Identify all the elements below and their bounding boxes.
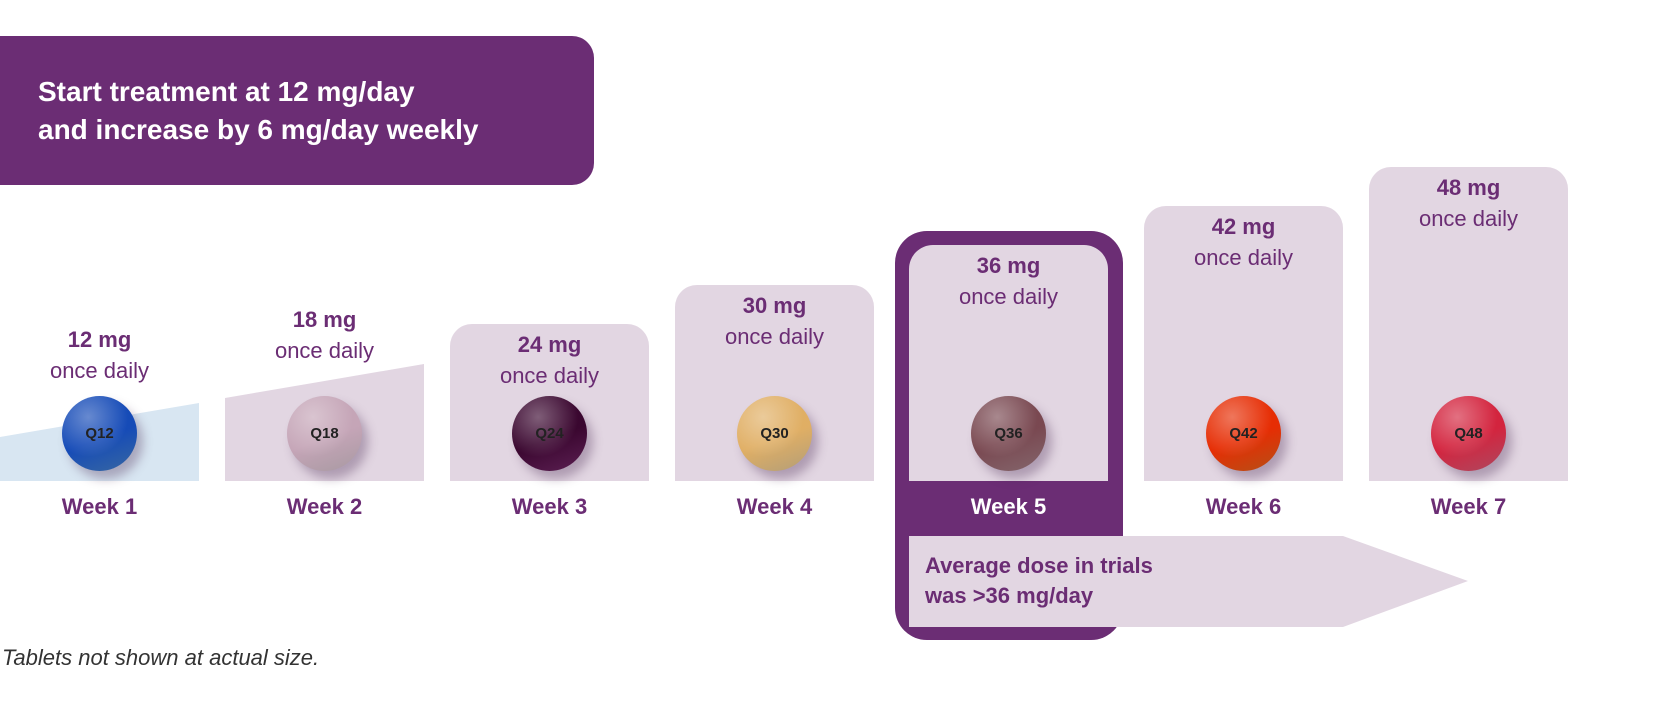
frequency-label: once daily <box>724 324 825 349</box>
tablet-imprint: Q48 <box>1454 425 1483 442</box>
dose-label: 48 mg <box>1436 175 1501 200</box>
tablet-imprint: Q30 <box>760 425 789 442</box>
tablet-imprint: Q12 <box>85 425 114 442</box>
dose-label: 42 mg <box>1211 214 1276 239</box>
tablet-imprint: Q24 <box>535 425 564 442</box>
average-dose-text: Average dose in trials was >36 mg/day <box>925 551 1153 611</box>
average-line-1: Average dose in trials <box>925 553 1153 578</box>
dose-label: 12 mg <box>67 327 132 352</box>
tablet-icon: Q18 <box>287 396 362 471</box>
tablet-imprint: Q36 <box>994 425 1023 442</box>
frequency-label: once daily <box>958 284 1059 309</box>
tablet-icon: Q48 <box>1431 396 1506 471</box>
frequency-label: once daily <box>1418 206 1519 231</box>
week-6-column: 42 mg once daily Q42 Week 6 <box>1144 0 1343 540</box>
week-1-column: 12 mg once daily Q12 Week 1 <box>0 0 199 540</box>
frequency-label: once daily <box>1193 245 1294 270</box>
week-label: Week 5 <box>970 494 1047 519</box>
dose-label: 36 mg <box>976 253 1041 278</box>
week-label: Week 1 <box>61 494 138 519</box>
tablet-icon: Q36 <box>971 396 1046 471</box>
week-7-column: 48 mg once daily Q48 Week 7 <box>1369 0 1568 540</box>
week-label: Week 6 <box>1205 494 1282 519</box>
dose-label: 18 mg <box>292 307 357 332</box>
week-2-column: 18 mg once daily Q18 Week 2 <box>225 0 424 540</box>
week-4-column: 30 mg once daily Q30 Week 4 <box>675 0 874 540</box>
week-label: Week 4 <box>736 494 813 519</box>
tablet-imprint: Q42 <box>1229 425 1258 442</box>
tablet-icon: Q30 <box>737 396 812 471</box>
average-dose-arrow <box>909 536 1468 627</box>
average-line-2: was >36 mg/day <box>925 583 1094 608</box>
dose-label: 24 mg <box>517 332 582 357</box>
week-label: Week 7 <box>1430 494 1507 519</box>
banner-line-1: Start treatment at 12 mg/day <box>38 76 415 107</box>
dose-label: 30 mg <box>742 293 807 318</box>
tablet-icon: Q24 <box>512 396 587 471</box>
frequency-label: once daily <box>274 338 375 363</box>
tablet-imprint: Q18 <box>310 425 339 442</box>
tablet-icon: Q42 <box>1206 396 1281 471</box>
week-3-column: 24 mg once daily Q24 Week 3 <box>450 0 649 540</box>
week-label: Week 3 <box>511 494 588 519</box>
tablet-icon: Q12 <box>62 396 137 471</box>
instruction-banner: Start treatment at 12 mg/day and increas… <box>0 36 594 185</box>
week-label: Week 2 <box>286 494 363 519</box>
banner-line-2: and increase by 6 mg/day weekly <box>38 114 479 145</box>
week-5-column: 36 mg once daily Q36 Week 5 <box>909 0 1108 540</box>
frequency-label: once daily <box>49 358 150 383</box>
frequency-label: once daily <box>499 363 600 388</box>
footnote: Tablets not shown at actual size. <box>2 645 320 670</box>
